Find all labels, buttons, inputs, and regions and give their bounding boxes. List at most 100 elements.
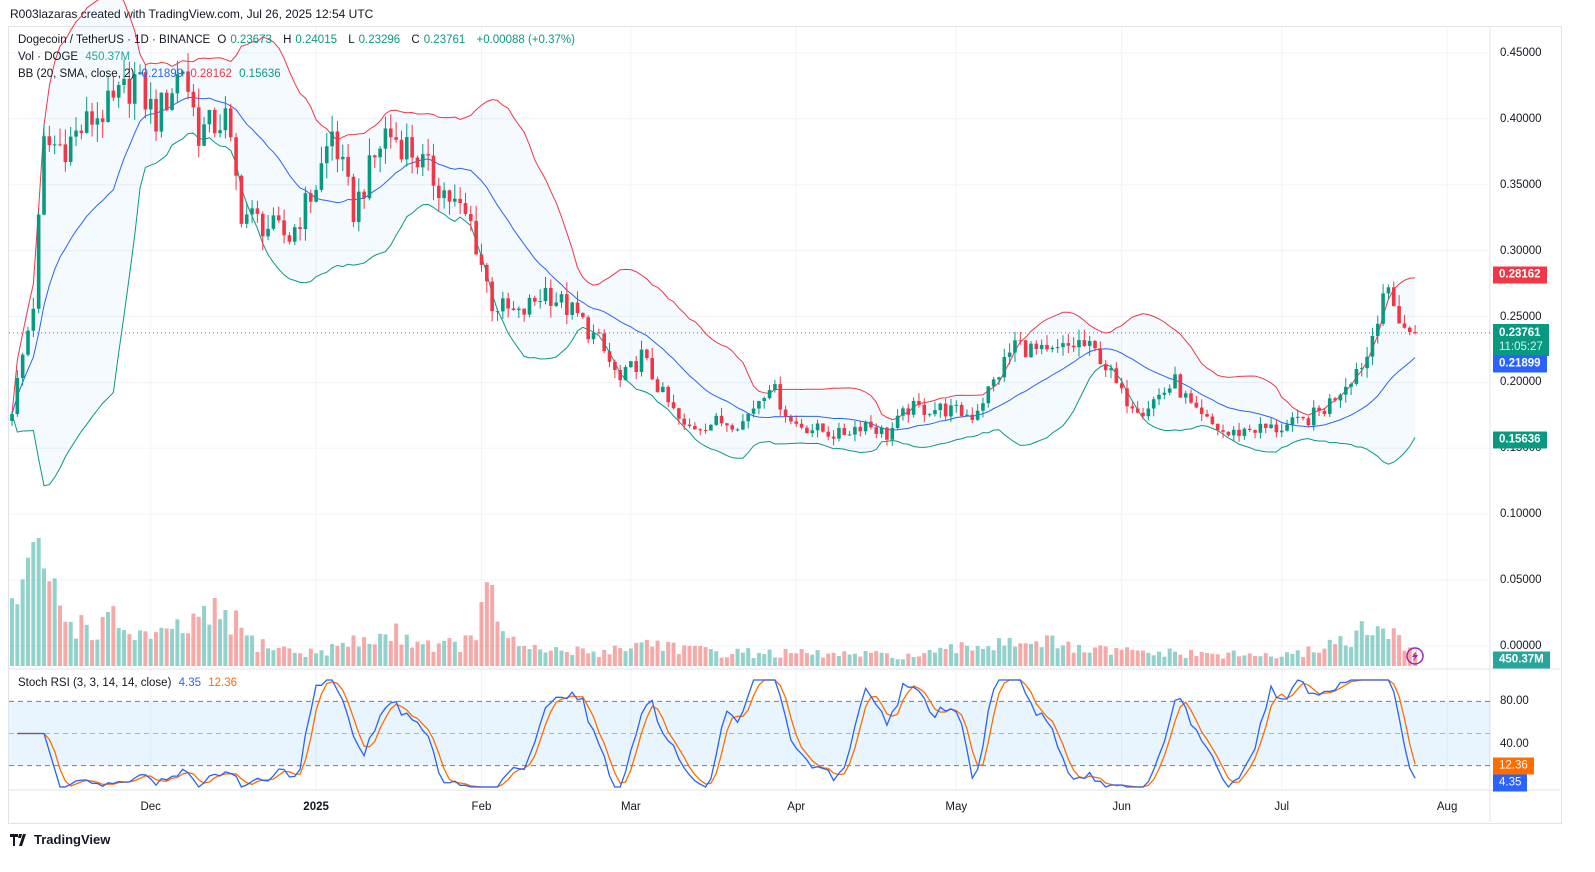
candle-body [666, 386, 671, 403]
candle-body [207, 109, 212, 125]
volume-bar [740, 652, 745, 666]
volume-bar [639, 642, 644, 666]
candle-body [1322, 410, 1327, 414]
candle [1349, 382, 1353, 396]
bb-basis-value: 0.21899 [141, 68, 184, 80]
candle-body [1130, 406, 1135, 409]
volume-bar [95, 639, 100, 666]
volume-bar [202, 606, 207, 666]
candle [170, 88, 174, 111]
volume-bar [303, 656, 308, 666]
candle [1018, 331, 1023, 345]
volume-bar [63, 621, 68, 666]
candle-body [266, 228, 270, 237]
volume-bar [1375, 626, 1380, 666]
candle-body [148, 98, 153, 110]
candle [1295, 409, 1300, 424]
candle-body [276, 215, 281, 221]
candle [1061, 335, 1065, 356]
candle [495, 308, 500, 322]
candle [954, 400, 959, 413]
volume-bar [1365, 635, 1370, 666]
candle [549, 279, 553, 318]
candle-body [1317, 407, 1321, 411]
volume-bar [650, 646, 655, 666]
candle-body [442, 190, 446, 199]
candle [474, 206, 478, 255]
volume-bar [618, 648, 623, 666]
candle-body [917, 400, 921, 405]
candle-body [1274, 424, 1279, 433]
candle-body [789, 416, 793, 422]
volume-bar [927, 650, 932, 666]
stoch-tick-label: 80.00 [1500, 695, 1529, 708]
candle [36, 211, 41, 313]
volume-legend[interactable]: Vol · DOGE 450.37M [18, 51, 134, 63]
candle-body [549, 287, 553, 306]
candle-body [1109, 368, 1113, 371]
candle-body [895, 415, 900, 428]
candle [1141, 407, 1145, 420]
volume-bar [1135, 650, 1140, 666]
candle-body [575, 302, 580, 314]
candle-body [485, 264, 489, 282]
volume-bar [804, 653, 809, 666]
volume-bar [335, 645, 340, 666]
candle [1397, 295, 1401, 324]
volume-bar [1397, 635, 1402, 666]
candle [31, 297, 36, 338]
volume-bar [330, 643, 335, 666]
volume-bar [548, 650, 553, 666]
price-tick-label: 0.45000 [1500, 46, 1542, 59]
candle-body [100, 118, 105, 123]
candle-body [1178, 374, 1183, 398]
volume-bar [463, 635, 468, 666]
volume-bar [975, 646, 980, 666]
chart-caption: R003lazaras created with TradingView.com… [10, 7, 374, 21]
candle [543, 276, 548, 305]
tradingview-logo[interactable]: TradingView [10, 832, 110, 847]
candle-body [997, 377, 1001, 380]
volume-bar [15, 604, 20, 666]
symbol-name[interactable]: Dogecoin / TetherUS · 1D · BINANCE [18, 34, 211, 46]
candle-body [255, 208, 260, 214]
volume-bar [1194, 655, 1199, 666]
candle [90, 102, 94, 137]
candle [778, 376, 783, 417]
candle-body [303, 193, 308, 230]
candle-body [933, 410, 937, 415]
volume-bar [47, 581, 52, 666]
volume-bar [1183, 657, 1188, 666]
candle [842, 423, 847, 436]
candle-body [735, 429, 740, 431]
candle [746, 413, 751, 429]
candle [1402, 315, 1407, 329]
volume-bar [538, 649, 543, 666]
candle [650, 347, 654, 381]
volume-bar [1055, 648, 1060, 666]
candle-body [292, 227, 297, 242]
candle-body [1327, 398, 1332, 414]
volume-bar [826, 653, 831, 666]
candle [671, 394, 676, 410]
candle-body [90, 111, 94, 125]
bolt-icon [1412, 650, 1418, 662]
candle-body [885, 427, 889, 440]
volume-bar [132, 640, 137, 666]
stoch-legend[interactable]: Stoch RSI (3, 3, 14, 14, close) 4.35 12.… [18, 677, 241, 689]
volume-bar [1098, 645, 1103, 666]
volume-bar [767, 649, 772, 666]
candle [586, 315, 590, 344]
candle-body [1306, 418, 1311, 426]
time-tick-label: Feb [471, 801, 492, 813]
candle-body [127, 78, 132, 104]
last-price: 0.23761 [1499, 327, 1541, 339]
volume-bar [356, 646, 361, 666]
bb-legend[interactable]: BB (20, SMA, close, 2) 0.21899 0.28162 0… [18, 68, 285, 80]
chart-frame [8, 26, 1562, 824]
candle-body [730, 425, 735, 430]
symbol-legend[interactable]: Dogecoin / TetherUS · 1D · BINANCE O 0.23… [18, 34, 579, 46]
volume-bar [100, 617, 105, 666]
candle-body [554, 302, 558, 306]
